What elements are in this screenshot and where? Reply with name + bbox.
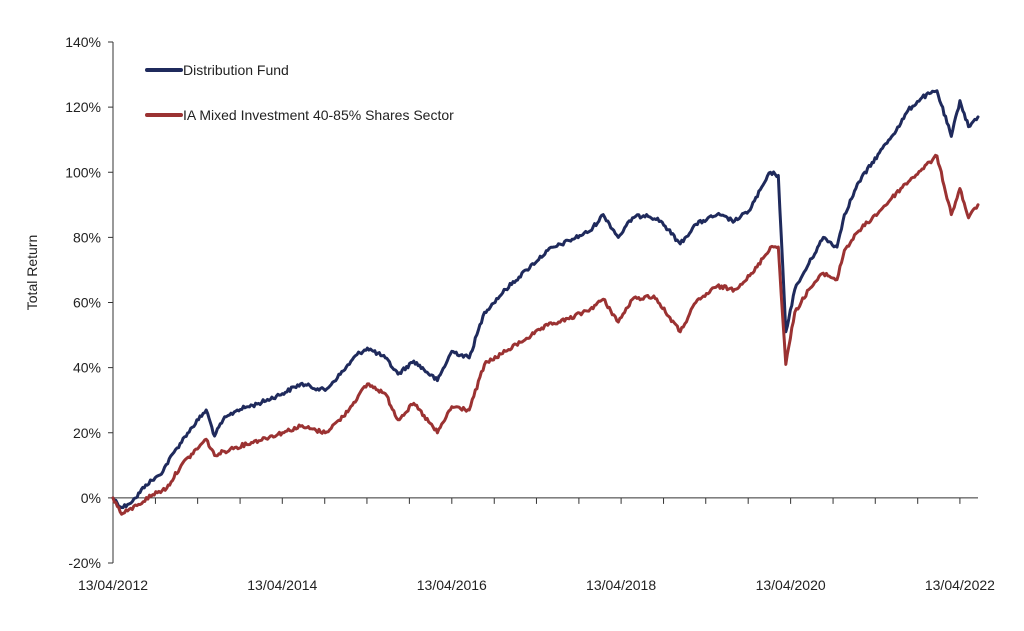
series-lines <box>111 89 980 516</box>
y-tick-label: 80% <box>73 229 101 245</box>
y-tick-label: 60% <box>73 295 101 311</box>
y-tick-label: 0% <box>81 490 101 506</box>
y-tick-label: 20% <box>73 425 101 441</box>
legend-label-0: Distribution Fund <box>183 62 289 78</box>
y-tick-label: -20% <box>68 555 101 571</box>
legend: Distribution Fund IA Mixed Investment 40-… <box>145 62 454 123</box>
series-line-0 <box>111 89 980 510</box>
y-tick-label: 140% <box>65 34 101 50</box>
x-tick-label: 13/04/2016 <box>417 577 487 593</box>
x-tick-label: 13/04/2018 <box>586 577 656 593</box>
x-tick-label: 13/04/2020 <box>756 577 826 593</box>
series-line-1 <box>111 153 980 516</box>
x-tick-label: 13/04/2022 <box>925 577 995 593</box>
y-axis-label-group: Total Return <box>24 235 40 310</box>
y-axis-label: Total Return <box>24 235 40 310</box>
x-tick-label: 13/04/2012 <box>78 577 148 593</box>
legend-label-1: IA Mixed Investment 40-85% Shares Sector <box>183 107 454 123</box>
y-tick-label: 100% <box>65 164 101 180</box>
x-tick-label: 13/04/2014 <box>247 577 317 593</box>
y-tick-label: 40% <box>73 360 101 376</box>
axes: -20% 0% 20% 40% 60% 80% 100% 120% 140% 13/04/2012… <box>65 34 995 593</box>
y-tick-label: 120% <box>65 99 101 115</box>
